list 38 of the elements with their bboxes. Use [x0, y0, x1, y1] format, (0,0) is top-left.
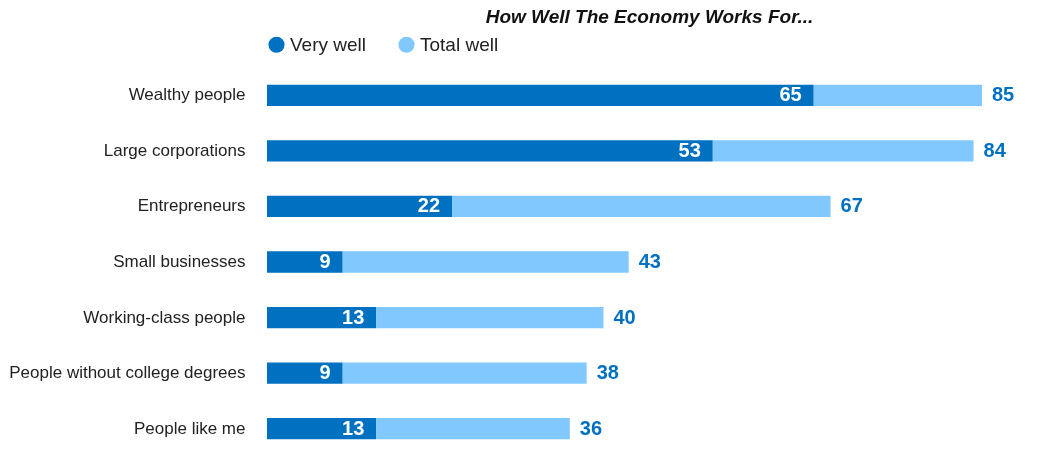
bar — [267, 362, 343, 384]
legend-label: Very well — [290, 33, 367, 55]
y-tick-label: Large corporations — [103, 140, 246, 160]
bar — [376, 306, 604, 329]
data-label: 22 — [417, 194, 441, 217]
total-label: 36 — [579, 416, 603, 439]
total-label: 43 — [638, 250, 661, 272]
y-tick-label: People like me — [133, 418, 246, 438]
total-label: 38 — [596, 361, 619, 384]
data-label: 53 — [678, 138, 701, 161]
bar — [342, 251, 629, 273]
y-tick-label: Entrepreneurs — [137, 196, 246, 216]
bar — [376, 417, 570, 440]
bar — [342, 362, 587, 384]
y-tick-label: Small businesses — [113, 252, 246, 271]
bar — [267, 84, 814, 107]
data-label: 9 — [319, 250, 331, 272]
bar — [267, 251, 343, 273]
bar — [267, 140, 713, 162]
total-label: 67 — [840, 194, 863, 217]
data-label: 65 — [779, 83, 802, 106]
bar — [452, 195, 831, 218]
legend-label: Total well — [420, 33, 499, 55]
bar — [712, 140, 974, 162]
y-tick-label: People without college degrees — [9, 363, 246, 383]
y-tick-label: Wealthy people — [128, 85, 246, 105]
total-label: 84 — [983, 138, 1007, 161]
total-label: 85 — [991, 83, 1015, 106]
bar — [267, 417, 377, 440]
data-label: 13 — [342, 305, 365, 328]
chart-title: How Well The Economy Works For... — [485, 6, 814, 27]
bar — [813, 84, 982, 107]
data-label: 9 — [319, 361, 331, 384]
bar — [267, 195, 453, 218]
data-label: 13 — [342, 416, 365, 439]
total-label: 40 — [613, 305, 636, 328]
bar — [267, 306, 377, 329]
y-tick-label: Working-class people — [83, 307, 246, 327]
